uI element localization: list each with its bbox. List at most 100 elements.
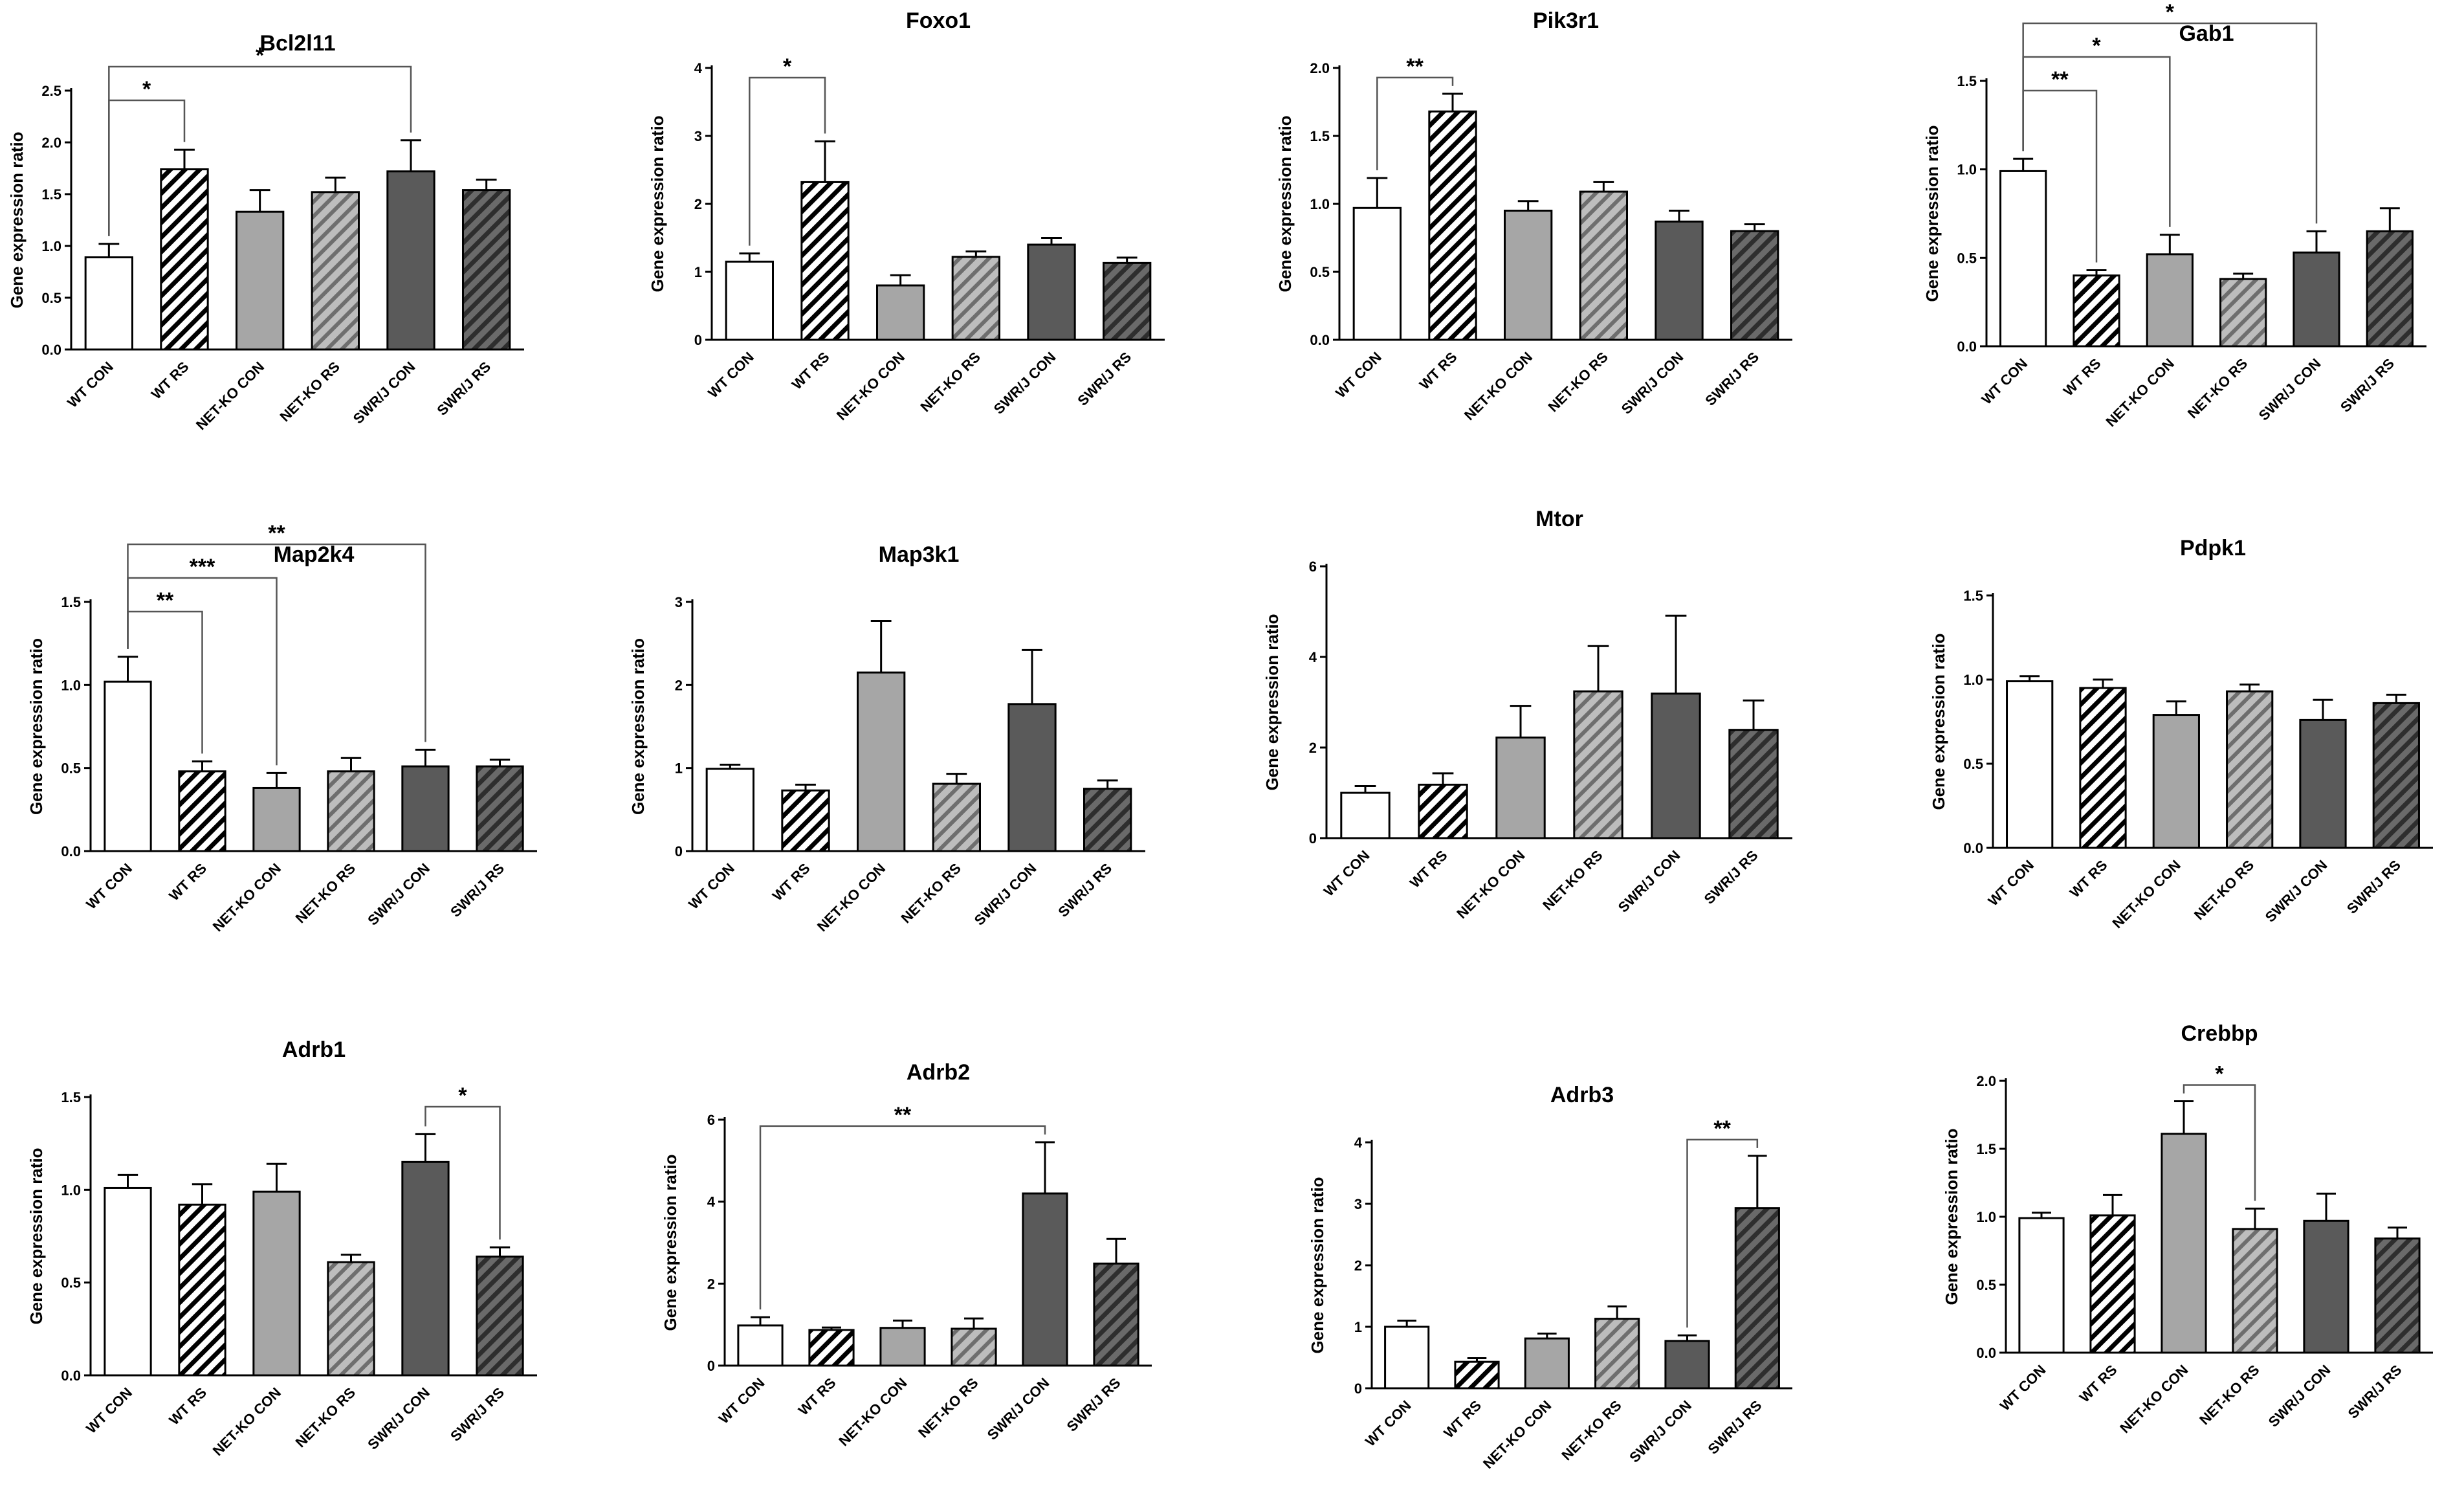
chart-title: Bcl2l11	[259, 31, 335, 56]
x-tick-label: SWR/J CON	[364, 860, 433, 929]
chart-panel-crebbp: Crebbp Gene expression ratio 0.0 0.5 1.0 1.5 2…	[1942, 1021, 2433, 1436]
y-tick-label: 0	[694, 332, 702, 348]
x-tick-label: SWR/J RS	[1055, 860, 1115, 920]
x-tick-label: SWR/J CON	[991, 349, 1059, 417]
bar-net-ko-rs	[1573, 690, 1623, 839]
bar-net-ko-con	[879, 1327, 926, 1367]
x-tick-label: NET-KO CON	[814, 860, 888, 935]
x-tick-label: SWR/J CON	[364, 1384, 433, 1453]
x-tick-label: WT RS	[2076, 1362, 2120, 1406]
y-axis-label: Gene expression ratio	[648, 115, 667, 292]
y-tick-label: 2.5	[41, 83, 61, 99]
significance-bracket	[2183, 1084, 2256, 1201]
x-tick-label: NET-KO RS	[2184, 355, 2250, 421]
significance-label: **	[1713, 1116, 1731, 1141]
x-tick-label: SWR/J CON	[2265, 1362, 2334, 1430]
chart-panel-pik3r1: Pik3r1 Gene expression ratio 0.0 0.5 1.0 1.5 2…	[1275, 8, 1792, 423]
y-tick-label: 1.5	[61, 1089, 81, 1105]
chart-title: Foxo1	[906, 8, 971, 33]
bar-net-ko-con	[252, 786, 301, 852]
bar-swr-j-con	[1655, 220, 1704, 341]
bar-wt-con	[1340, 792, 1391, 839]
y-tick-label: 1.5	[61, 594, 81, 610]
bar-swr-j-con	[2303, 1219, 2349, 1354]
x-tick-label: SWR/J CON	[350, 359, 419, 427]
bar-swr-j-rs	[476, 1256, 524, 1377]
chart-title: Crebbp	[2181, 1021, 2258, 1046]
y-axis-label: Gene expression ratio	[628, 638, 648, 815]
x-tick-label: SWR/J RS	[2337, 355, 2397, 416]
y-tick-label: 0.0	[1976, 1345, 1996, 1361]
bar-wt-rs	[2089, 1214, 2136, 1354]
y-tick-label: 2.0	[41, 135, 61, 151]
x-tick-label: SWR/J CON	[1618, 349, 1687, 417]
y-tick-label: 0.5	[1957, 250, 1977, 266]
x-tick-label: NET-KO CON	[1453, 847, 1528, 922]
bar-swr-j-rs	[1083, 788, 1132, 852]
significance-label: **	[2051, 67, 2069, 92]
bar-wt-rs	[1428, 110, 1477, 341]
y-tick-label: 2	[694, 196, 702, 212]
significance-bracket	[127, 543, 426, 742]
bar-wt-rs	[781, 789, 830, 852]
x-tick-label: SWR/J CON	[2256, 355, 2324, 424]
y-axis-label: Gene expression ratio	[661, 1154, 680, 1331]
x-tick-label: WT RS	[769, 860, 813, 904]
x-tick-label: SWR/J RS	[2344, 857, 2404, 917]
x-tick-label: NET-KO RS	[276, 359, 342, 425]
y-axis-label: Gene expression ratio	[1308, 1177, 1327, 1353]
bar-wt-rs	[800, 181, 850, 341]
y-axis-label: Gene expression ratio	[1922, 125, 1942, 302]
x-tick-label: NET-KO CON	[1461, 349, 1535, 423]
y-tick-label: 1.0	[1963, 672, 1983, 688]
bar-net-ko-rs	[2232, 1228, 2278, 1354]
y-tick-label: 1	[694, 264, 702, 280]
x-tick-label: NET-KO RS	[292, 860, 358, 926]
chart-title: Gab1	[2179, 21, 2234, 46]
x-tick-label: NET-KO CON	[833, 349, 908, 423]
x-tick-label: NET-KO RS	[2191, 857, 2257, 923]
x-tick-label: WT CON	[1321, 847, 1373, 900]
x-tick-label: SWR/J RS	[1074, 349, 1134, 409]
y-tick-label: 4	[1354, 1135, 1363, 1151]
bar-net-ko-rs	[327, 770, 375, 852]
bar-swr-j-rs	[462, 189, 511, 351]
significance-label: *	[2092, 34, 2101, 58]
x-tick-label: SWR/J RS	[1701, 847, 1761, 907]
y-tick-label: 1.0	[1310, 196, 1330, 212]
bar-swr-j-con	[1651, 693, 1701, 839]
y-axis-label: Gene expression ratio	[7, 131, 27, 308]
x-tick-label: SWR/J RS	[1704, 1397, 1765, 1458]
x-tick-label: WT CON	[64, 359, 116, 411]
y-tick-label: 0	[1309, 830, 1317, 847]
significance-label: *	[256, 43, 265, 68]
bar-net-ko-con	[2146, 253, 2194, 348]
x-tick-label: WT CON	[1985, 857, 2037, 909]
x-tick-label: NET-KO RS	[292, 1384, 358, 1450]
y-axis-label: Gene expression ratio	[1942, 1128, 1961, 1305]
significance-bracket	[2022, 22, 2318, 224]
x-tick-label: WT CON	[1362, 1397, 1414, 1450]
y-tick-label: 0.0	[1957, 338, 1977, 355]
bar-swr-j-con	[386, 170, 435, 351]
x-tick-label: NET-KO RS	[897, 860, 963, 926]
chart-title: Adrb3	[1550, 1083, 1614, 1107]
bar-net-ko-con	[876, 284, 925, 341]
y-tick-label: 6	[1309, 559, 1317, 575]
bar-swr-j-con	[401, 1160, 450, 1377]
x-tick-label: NET-KO RS	[917, 349, 983, 415]
y-tick-label: 0	[707, 1358, 715, 1374]
y-tick-label: 0.0	[61, 843, 81, 859]
bar-net-ko-rs	[1579, 190, 1629, 341]
bar-swr-j-con	[1027, 243, 1076, 341]
y-tick-label: 1	[675, 760, 683, 777]
bar-swr-j-con	[1007, 703, 1057, 852]
x-tick-label: NET-KO RS	[915, 1375, 981, 1441]
chart-panel-map3k1: Map3k1 Gene expression ratio 0 1 2 3 WT CON WT …	[628, 542, 1145, 935]
bar-swr-j-rs	[1093, 1262, 1139, 1367]
x-tick-label: SWR/J CON	[2262, 857, 2331, 926]
bar-swr-j-con	[1022, 1192, 1068, 1367]
bar-swr-j-rs	[476, 765, 524, 852]
chart-panel-adrb2: Adrb2 Gene expression ratio 0 2 4 6 WT CON WT R…	[661, 1060, 1152, 1449]
bar-net-ko-con	[2161, 1133, 2207, 1354]
